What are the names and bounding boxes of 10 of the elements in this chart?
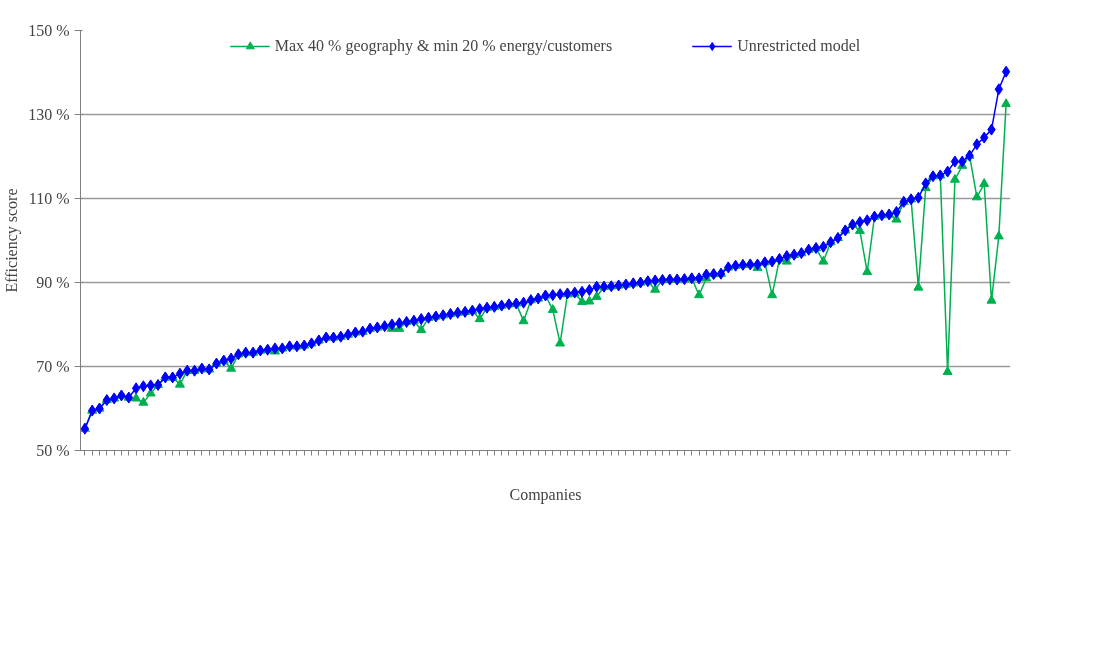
y-tick-label: 150 % [28, 22, 70, 39]
y-tick-label: 70 % [36, 358, 70, 375]
y-axis-title: Efficiency score [3, 188, 22, 293]
x-axis-title: Companies [509, 485, 582, 504]
y-tick-label: 110 % [28, 190, 70, 207]
legend-label: Max 40 % geography & min 20 % energy/customers [274, 37, 613, 55]
legend-label: Unrestricted model [737, 37, 861, 55]
y-tick-label: 50 % [36, 442, 70, 459]
y-tick-label: 130 % [28, 106, 70, 123]
y-tick-label: 90 % [36, 274, 70, 291]
